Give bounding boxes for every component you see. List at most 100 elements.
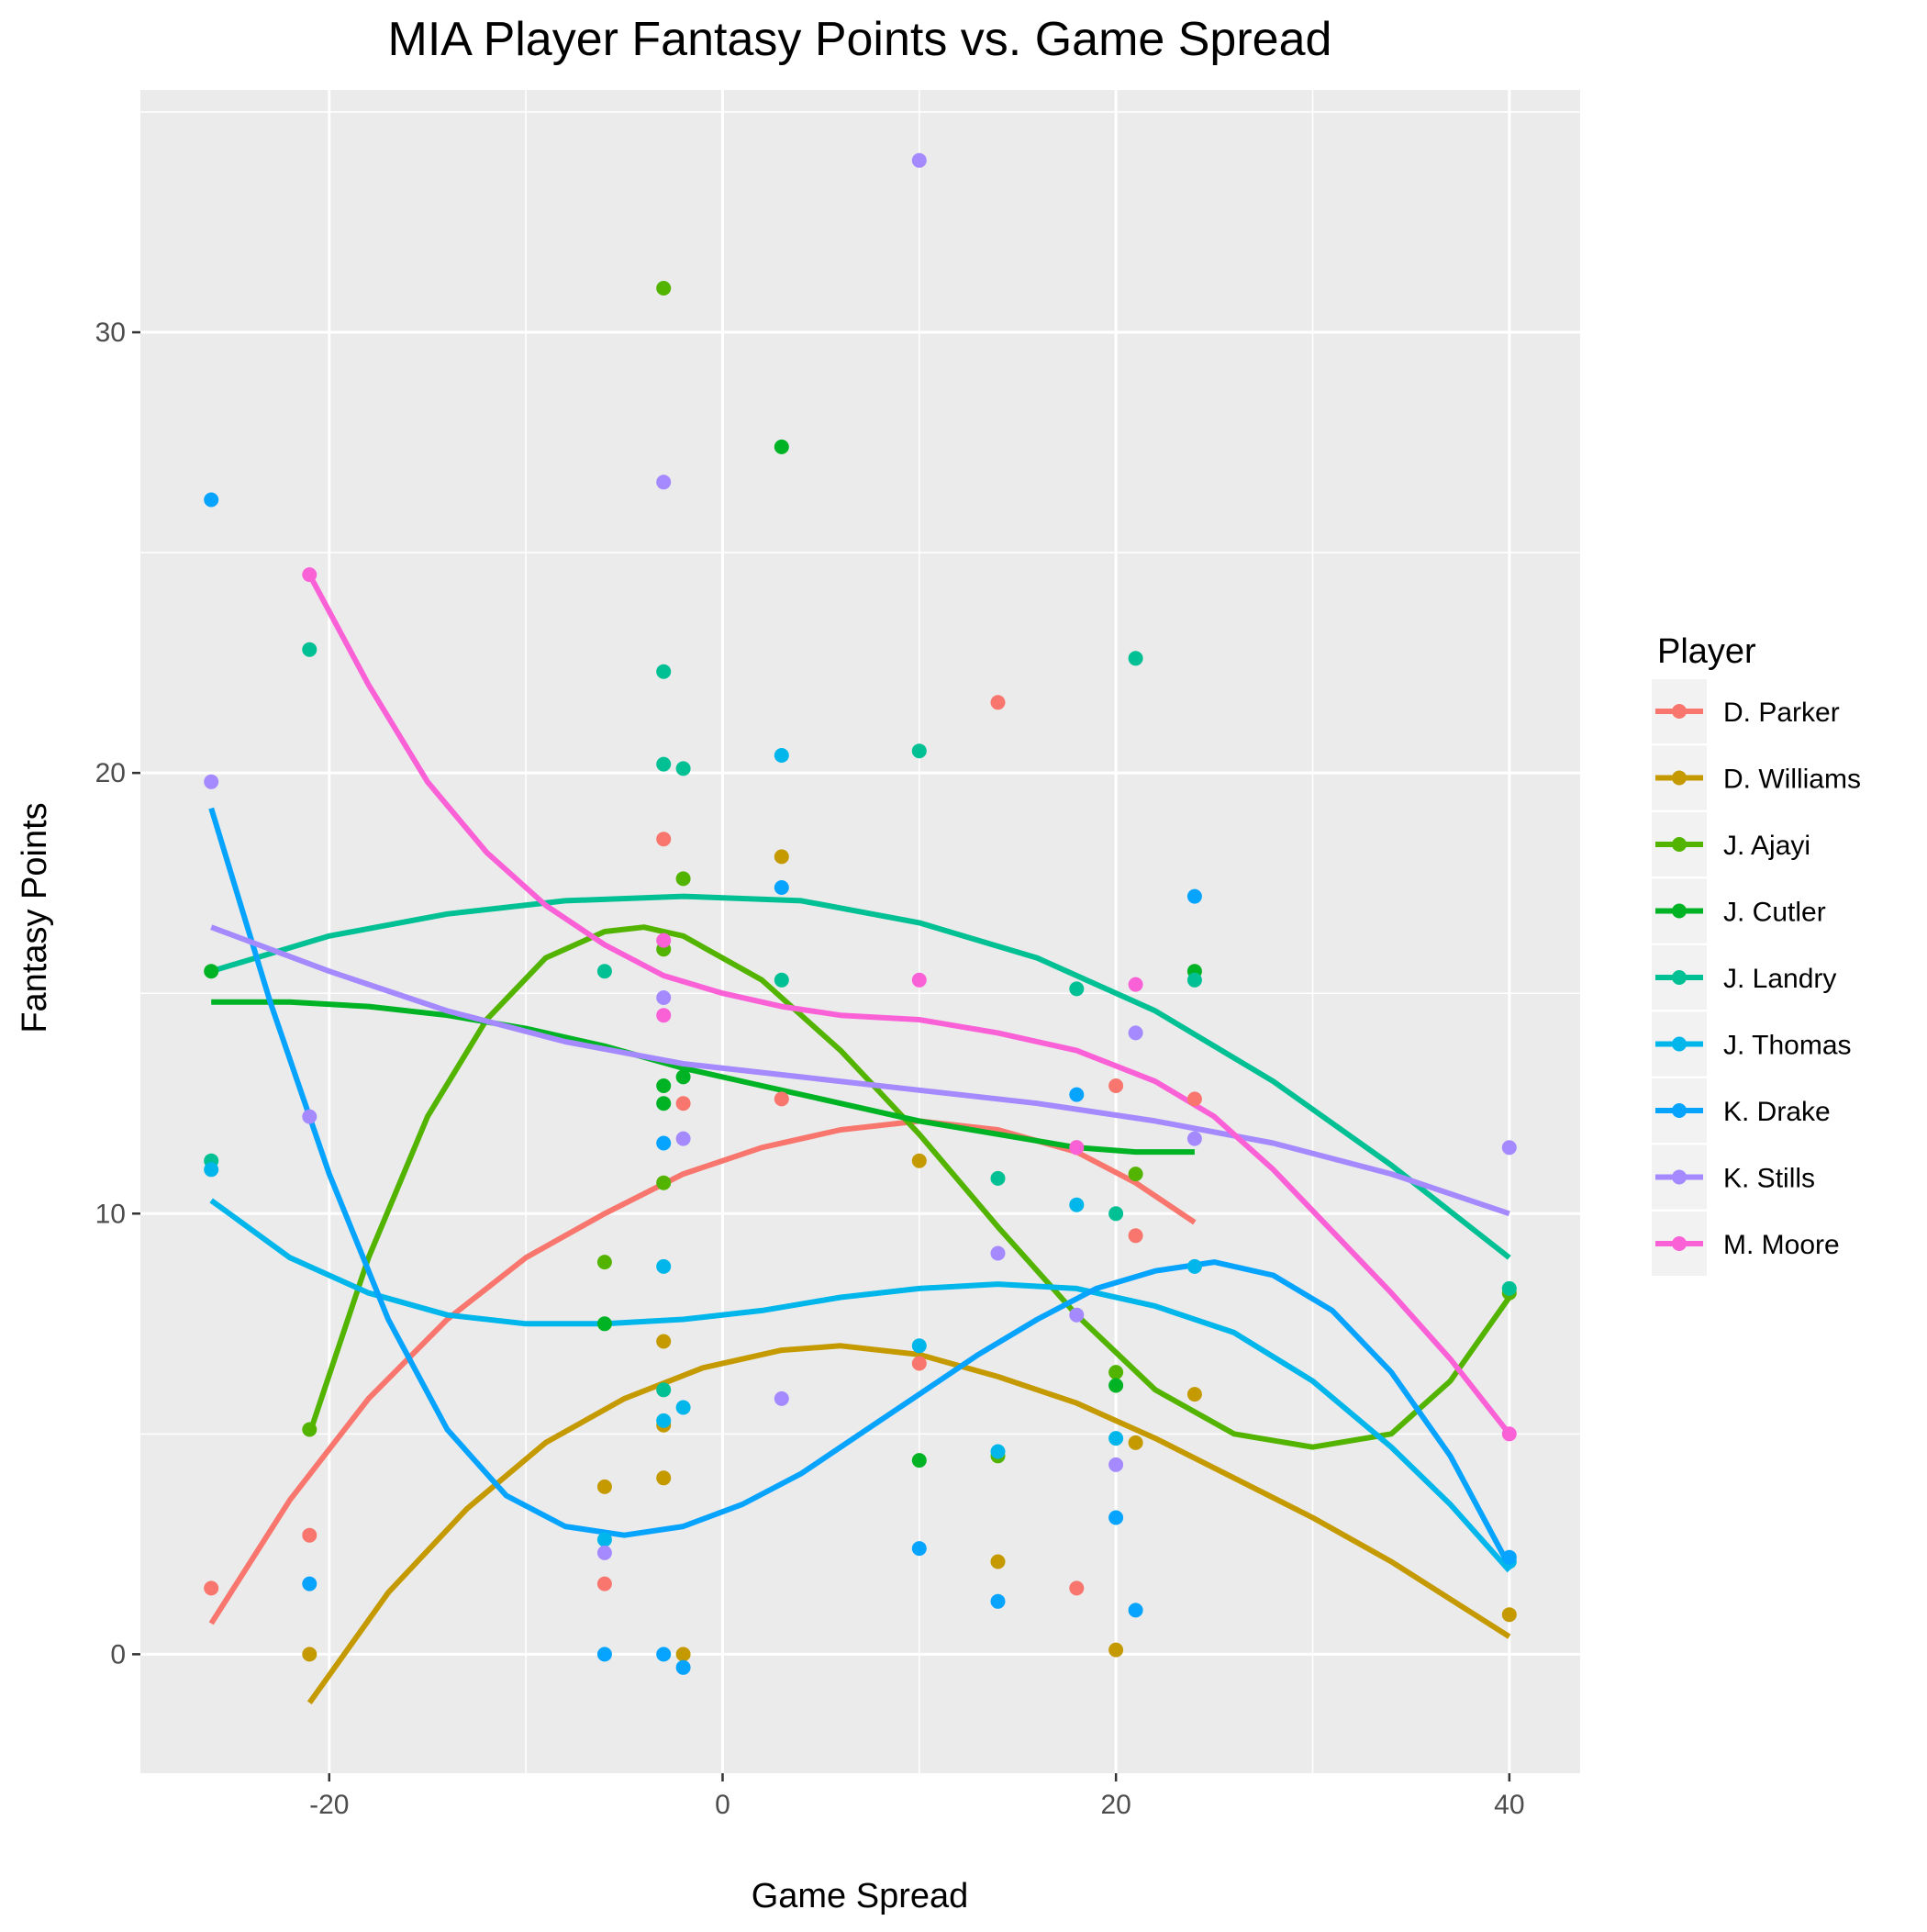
minor-gridlines (140, 90, 1580, 1773)
data-point-m-moore (1069, 1140, 1085, 1156)
data-point-d-parker (990, 695, 1006, 710)
data-point-j-thomas (911, 1338, 927, 1354)
data-point-k-drake (596, 1647, 612, 1662)
x-tick-label: 40 (1494, 1790, 1524, 1820)
data-point-d-parker (302, 1527, 317, 1543)
smooth-line-k-drake (208, 807, 1512, 1568)
data-point-k-drake (774, 880, 789, 895)
smooth-line-d-parker (208, 1118, 1197, 1625)
data-point-k-stills (1108, 1457, 1124, 1472)
data-point-j-landry (596, 964, 612, 979)
data-point-j-ajayi (656, 1175, 672, 1190)
data-point-k-drake (1128, 1603, 1143, 1618)
data-point-j-thomas (656, 1413, 672, 1428)
data-point-d-williams (596, 1479, 612, 1494)
data-point-j-landry (1501, 1280, 1517, 1296)
data-point-j-ajayi (656, 281, 672, 296)
data-point-j-cutler (675, 1069, 691, 1085)
data-point-k-stills (675, 1131, 691, 1146)
data-point-k-drake (1501, 1549, 1517, 1565)
data-point-j-thomas (675, 1400, 691, 1415)
legend-key-point-k-stills (1672, 1169, 1687, 1185)
data-point-d-williams (1128, 1435, 1143, 1450)
data-point-k-stills (1501, 1140, 1517, 1156)
data-point-m-moore (656, 932, 672, 948)
data-point-j-cutler (774, 439, 789, 454)
legend-key-point-j-ajayi (1672, 837, 1687, 852)
data-point-k-stills (774, 1390, 789, 1406)
data-point-m-moore (302, 567, 317, 583)
data-point-m-moore (1128, 977, 1143, 992)
data-point-d-williams (1501, 1607, 1517, 1623)
data-point-j-cutler (1108, 1378, 1124, 1393)
y-tick-label: 20 (95, 758, 126, 788)
data-point-j-thomas (1108, 1431, 1124, 1446)
data-point-d-williams (1108, 1642, 1124, 1658)
data-point-k-stills (204, 774, 219, 789)
data-point-k-drake (656, 1647, 672, 1662)
data-point-k-drake (911, 1541, 927, 1557)
data-point-d-parker (774, 1091, 789, 1107)
data-point-k-drake (1186, 888, 1202, 904)
data-points (204, 152, 1517, 1675)
data-point-d-parker (656, 832, 672, 847)
smooth-line-j-landry (210, 893, 1511, 1260)
smooth-line-j-cutler (211, 999, 1195, 1156)
legend-label-k-drake: K. Drake (1723, 1097, 1831, 1127)
data-point-d-williams (656, 1334, 672, 1349)
data-point-k-stills (656, 475, 672, 490)
data-point-k-drake (302, 1576, 317, 1591)
data-point-j-thomas (1186, 1258, 1202, 1274)
y-tick-label: 0 (110, 1639, 126, 1670)
axis-ticks: -20 0 20 40 0 10 20 30 (95, 318, 1525, 1820)
data-point-d-parker (596, 1576, 612, 1591)
data-point-j-landry (774, 972, 789, 988)
data-point-d-parker (204, 1580, 219, 1596)
data-point-k-drake (675, 1659, 691, 1675)
data-point-j-landry (302, 642, 317, 657)
data-point-j-landry (1069, 981, 1085, 997)
data-point-j-thomas (596, 1532, 612, 1547)
data-point-d-williams (675, 1647, 691, 1662)
data-point-j-thomas (656, 1258, 672, 1274)
x-tick-label: -20 (309, 1790, 349, 1820)
data-point-j-cutler (596, 1316, 612, 1332)
data-point-d-parker (1128, 1228, 1143, 1244)
data-point-j-cutler (656, 1078, 672, 1093)
data-point-j-landry (911, 743, 927, 759)
data-point-k-stills (1128, 1025, 1143, 1041)
data-point-j-cutler (656, 1096, 672, 1111)
data-point-j-ajayi (596, 1255, 612, 1270)
legend-label-j-ajayi: J. Ajayi (1723, 831, 1810, 861)
x-tick-label: 20 (1100, 1790, 1131, 1820)
data-point-j-cutler (911, 1453, 927, 1469)
plot-panel (140, 90, 1580, 1773)
data-point-d-parker (675, 1096, 691, 1111)
data-point-k-drake (656, 1135, 672, 1151)
y-tick-label: 30 (95, 318, 126, 348)
data-point-d-williams (656, 1470, 672, 1486)
data-point-k-drake (990, 1593, 1006, 1609)
data-point-j-landry (1128, 651, 1143, 666)
data-point-j-landry (656, 664, 672, 679)
data-point-j-ajayi (1108, 1365, 1124, 1380)
legend-label-j-landry: J. Landry (1723, 964, 1836, 994)
legend-label-j-cutler: J. Cutler (1723, 898, 1826, 928)
data-point-d-parker (1069, 1580, 1085, 1596)
data-point-k-drake (1108, 1510, 1124, 1525)
smooth-line-j-thomas (209, 1198, 1512, 1573)
data-point-j-ajayi (1128, 1167, 1143, 1182)
data-point-d-williams (302, 1647, 317, 1662)
legend-label-j-thomas: J. Thomas (1723, 1031, 1852, 1061)
smooth-line-m-moore (306, 573, 1512, 1436)
data-point-d-parker (1186, 1091, 1202, 1107)
data-point-j-landry (675, 761, 691, 776)
legend-key-point-j-cutler (1672, 903, 1687, 919)
data-point-k-stills (911, 152, 927, 168)
data-point-j-ajayi (675, 871, 691, 887)
major-gridlines (140, 90, 1580, 1773)
data-point-k-stills (656, 990, 672, 1005)
data-point-k-stills (990, 1245, 1006, 1261)
data-point-d-parker (911, 1356, 927, 1371)
data-point-m-moore (911, 972, 927, 988)
